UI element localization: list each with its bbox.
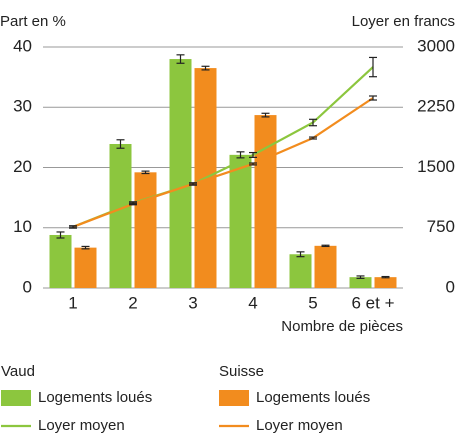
error-bar <box>56 231 65 239</box>
y2-tick-label: 0 <box>446 277 455 296</box>
bar <box>229 154 252 288</box>
x-tick-label: 2 <box>128 293 137 312</box>
error-bar <box>309 136 317 140</box>
x-axis-label: Nombre de pièces <box>281 318 403 335</box>
bar <box>49 234 72 288</box>
error-bar <box>141 170 150 175</box>
legend-group: Vaud <box>1 363 35 380</box>
bar <box>254 115 277 289</box>
x-tick-label: 3 <box>188 293 197 312</box>
error-bar <box>236 151 245 159</box>
error-bar <box>116 139 125 149</box>
y2-tick-label: 3000 <box>417 36 455 55</box>
legend-group: Suisse <box>219 363 264 380</box>
bar <box>134 172 157 288</box>
bar <box>289 254 312 288</box>
legend-label: Logements loués <box>38 389 152 406</box>
line <box>72 97 374 228</box>
error-bar <box>369 95 377 101</box>
bar <box>314 245 337 288</box>
bar <box>374 277 397 288</box>
error-bar <box>321 244 330 248</box>
error-bar <box>81 245 90 250</box>
legend-label: Loyer moyen <box>38 417 125 434</box>
error-bar <box>189 182 197 186</box>
error-bar <box>69 225 77 229</box>
y-tick-label: 20 <box>13 157 32 176</box>
y2-tick-label: 1500 <box>417 157 455 176</box>
y-tick-label: 30 <box>13 97 32 116</box>
y2-axis-label: Loyer en francs <box>352 13 455 30</box>
y2-tick-label: 750 <box>427 217 455 236</box>
error-bar <box>249 162 257 166</box>
bar <box>74 247 97 288</box>
x-tick-label: 1 <box>68 293 77 312</box>
y-tick-label: 0 <box>23 277 32 296</box>
y-tick-label: 10 <box>13 217 32 236</box>
error-bar <box>249 151 257 158</box>
bar <box>169 59 192 288</box>
error-bar <box>201 65 210 71</box>
legend-swatch <box>219 390 249 406</box>
error-bar <box>369 56 377 78</box>
x-tick-label: 5 <box>308 293 317 312</box>
y-tick-label: 40 <box>13 36 32 55</box>
y-axis-label: Part en % <box>0 13 66 30</box>
bar <box>349 277 372 288</box>
bar <box>109 144 132 288</box>
error-bar <box>296 251 305 258</box>
legend-label: Loyer moyen <box>256 417 343 434</box>
error-bar <box>381 275 390 279</box>
error-bar <box>356 275 365 279</box>
legend-label: Logements loués <box>256 389 370 406</box>
error-bar <box>309 118 317 127</box>
error-bar <box>176 54 185 64</box>
x-tick-label: 4 <box>248 293 257 312</box>
error-bar <box>129 202 137 206</box>
error-bar <box>261 112 270 118</box>
x-tick-label: 6 et + <box>351 293 394 312</box>
y2-tick-label: 2250 <box>417 97 455 116</box>
legend-swatch <box>1 390 31 406</box>
